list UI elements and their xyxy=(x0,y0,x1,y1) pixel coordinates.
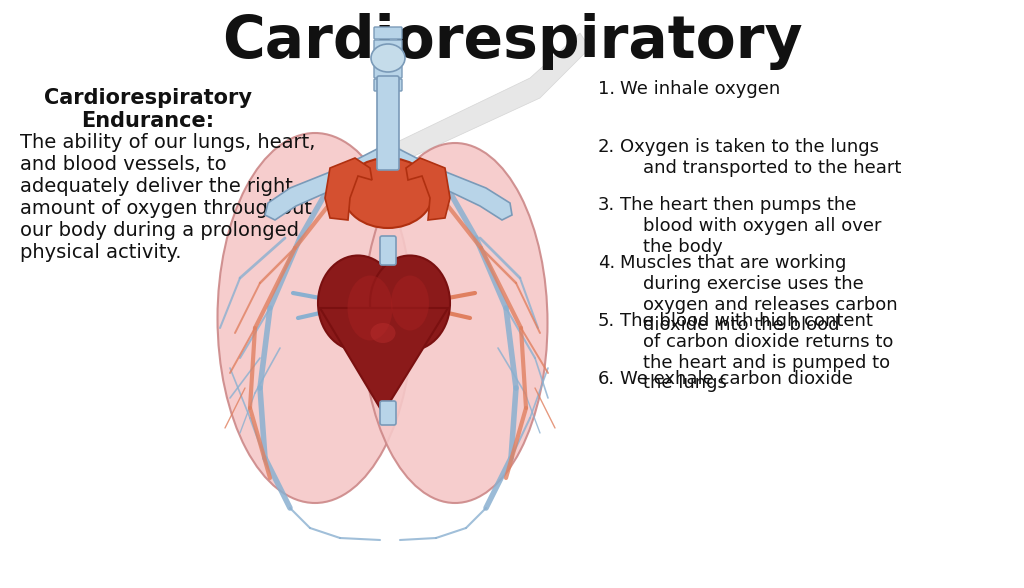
FancyBboxPatch shape xyxy=(374,66,402,78)
Polygon shape xyxy=(319,308,449,413)
Text: Cardiorespiratory: Cardiorespiratory xyxy=(222,13,802,70)
Text: Cardiorespiratory
Endurance:: Cardiorespiratory Endurance: xyxy=(44,88,252,131)
Text: The heart then pumps the
    blood with oxygen all over
    the body: The heart then pumps the blood with oxyg… xyxy=(620,196,882,256)
FancyBboxPatch shape xyxy=(374,53,402,65)
Text: 5.: 5. xyxy=(598,312,615,330)
Text: The blood with high content
    of carbon dioxide returns to
    the heart and i: The blood with high content of carbon di… xyxy=(620,312,893,392)
Ellipse shape xyxy=(347,276,392,340)
FancyBboxPatch shape xyxy=(374,27,402,39)
FancyBboxPatch shape xyxy=(380,236,396,265)
Text: 4.: 4. xyxy=(598,254,615,272)
Ellipse shape xyxy=(343,158,433,228)
Ellipse shape xyxy=(318,256,398,350)
Polygon shape xyxy=(265,148,381,220)
FancyBboxPatch shape xyxy=(377,76,399,170)
Ellipse shape xyxy=(362,143,548,503)
Text: We inhale oxygen: We inhale oxygen xyxy=(620,80,780,98)
Text: Oxygen is taken to the lungs
    and transported to the heart: Oxygen is taken to the lungs and transpo… xyxy=(620,138,901,177)
FancyBboxPatch shape xyxy=(374,79,402,91)
Polygon shape xyxy=(395,33,590,158)
Ellipse shape xyxy=(370,256,450,350)
Text: 6.: 6. xyxy=(598,370,615,388)
Text: We exhale carbon dioxide: We exhale carbon dioxide xyxy=(620,370,853,388)
Polygon shape xyxy=(395,148,512,220)
Polygon shape xyxy=(325,158,372,220)
FancyBboxPatch shape xyxy=(380,401,396,425)
Ellipse shape xyxy=(371,44,406,72)
Ellipse shape xyxy=(371,323,395,343)
Polygon shape xyxy=(406,158,450,220)
Text: 1.: 1. xyxy=(598,80,615,98)
Ellipse shape xyxy=(391,276,429,330)
Text: 2.: 2. xyxy=(598,138,615,156)
FancyBboxPatch shape xyxy=(374,40,402,52)
Ellipse shape xyxy=(217,133,413,503)
Text: The ability of our lungs, heart,
and blood vessels, to
adequately deliver the ri: The ability of our lungs, heart, and blo… xyxy=(20,133,315,262)
Text: 3.: 3. xyxy=(598,196,615,214)
Text: Muscles that are working
    during exercise uses the
    oxygen and releases ca: Muscles that are working during exercise… xyxy=(620,254,898,335)
